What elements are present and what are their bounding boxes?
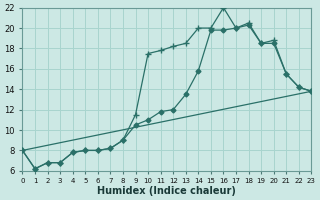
X-axis label: Humidex (Indice chaleur): Humidex (Indice chaleur) (98, 186, 236, 196)
